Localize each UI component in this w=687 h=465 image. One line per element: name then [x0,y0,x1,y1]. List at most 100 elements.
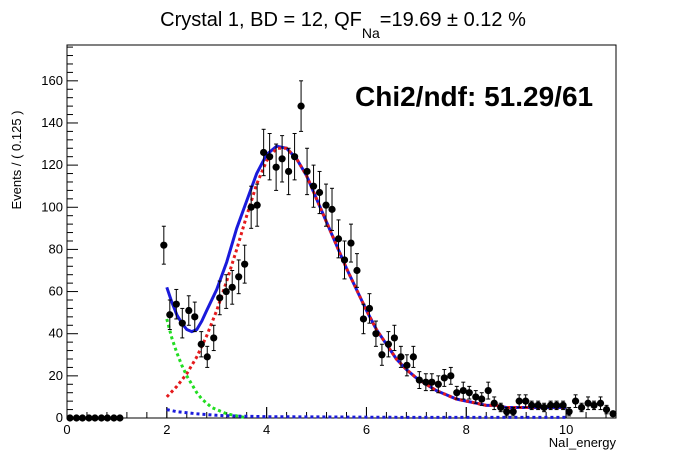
data-point [547,401,555,409]
data-point [397,353,405,361]
y-tick-label: 140 [41,115,63,130]
data-point [103,414,112,422]
data-point [359,315,368,323]
data-point [353,266,361,275]
data-point [260,148,268,157]
data-point [515,397,523,405]
data-point [409,353,417,361]
data-point [197,340,205,348]
data-point [403,361,411,369]
data-point [559,401,567,409]
y-axis-label: Events / ( 0.125 ) [9,111,24,210]
chart-title: Crystal 1, BD = 12, QFNa=19.69 ± 0.12 % [160,9,526,41]
data-point [440,374,448,382]
data-point [185,306,193,315]
data-point [78,414,87,422]
chart-title-suffix: =19.69 ± 0.12 % [380,9,526,31]
data-point [328,205,336,213]
data-point [166,311,174,319]
chart-title-prefix: Crystal 1, BD = 12, QF [160,9,362,31]
data-point [235,273,243,281]
data-point [334,235,343,243]
data-point [340,256,349,264]
chart-title-subscript: Na [362,25,380,41]
data-point [278,155,286,163]
data-point [490,399,498,407]
fit-curve-3 [165,318,247,420]
data-point [228,283,236,291]
data-point [272,163,280,171]
data-point [390,334,399,342]
data-point [372,330,380,338]
data-point [309,182,318,190]
data-point [172,300,180,308]
chi2-annotation: Chi2/ndf: 51.29/61 [355,81,593,112]
data-point [116,414,124,422]
data-point [553,401,561,409]
data-point [415,376,423,384]
data-point [247,203,255,211]
data-point [266,153,274,161]
x-tick-label: 8 [463,422,470,437]
data-point [434,380,442,388]
data-point [91,414,99,422]
data-point [222,287,230,296]
y-tick-label: 80 [49,241,63,256]
data-point [365,304,374,313]
data-point [290,153,299,161]
data-point [522,397,530,405]
x-axis-label: NaI_energy [549,435,617,450]
data-point [484,387,492,395]
data-point [428,378,436,386]
x-tick-label: 10 [559,422,573,437]
data-point [497,403,505,412]
data-point [528,401,536,409]
data-point [210,334,218,342]
data-point [472,393,480,401]
data-point [422,378,430,386]
data-point [509,408,517,416]
data-point [297,102,305,110]
data-point [110,414,118,422]
data-point [534,401,542,409]
data-point [577,403,586,412]
data-point [478,395,486,403]
y-tick-label: 60 [49,284,63,299]
data-point [191,313,199,321]
data-point [590,401,598,409]
data-point [203,353,211,361]
data-point [160,241,168,249]
data-point [178,319,186,327]
x-tick-label: 6 [363,422,370,437]
y-tick-label: 0 [56,410,63,425]
data-point [241,260,249,268]
y-tick-label: 100 [41,199,63,214]
data-point [97,414,106,422]
data-point [303,167,311,176]
data-point [459,387,467,395]
data-point [503,408,511,416]
data-point [384,340,393,348]
data-point [284,167,293,176]
data-point [322,201,330,209]
data-point [378,351,386,359]
data-point [315,188,324,197]
data-point [253,201,261,209]
data-point [609,410,617,418]
y-tick-label: 120 [41,157,63,172]
data-point [347,239,355,247]
y-tick-label: 20 [49,368,63,383]
data-point [216,294,224,302]
data-point [72,414,81,422]
data-point [565,408,573,416]
data-point [453,389,461,397]
data-point [584,399,592,407]
fit-curve-4 [166,408,567,419]
data-point [465,389,473,397]
x-tick-label: 4 [263,422,270,437]
x-tick-label: 0 [63,422,70,437]
data-point [66,414,74,422]
data-point [602,405,611,414]
